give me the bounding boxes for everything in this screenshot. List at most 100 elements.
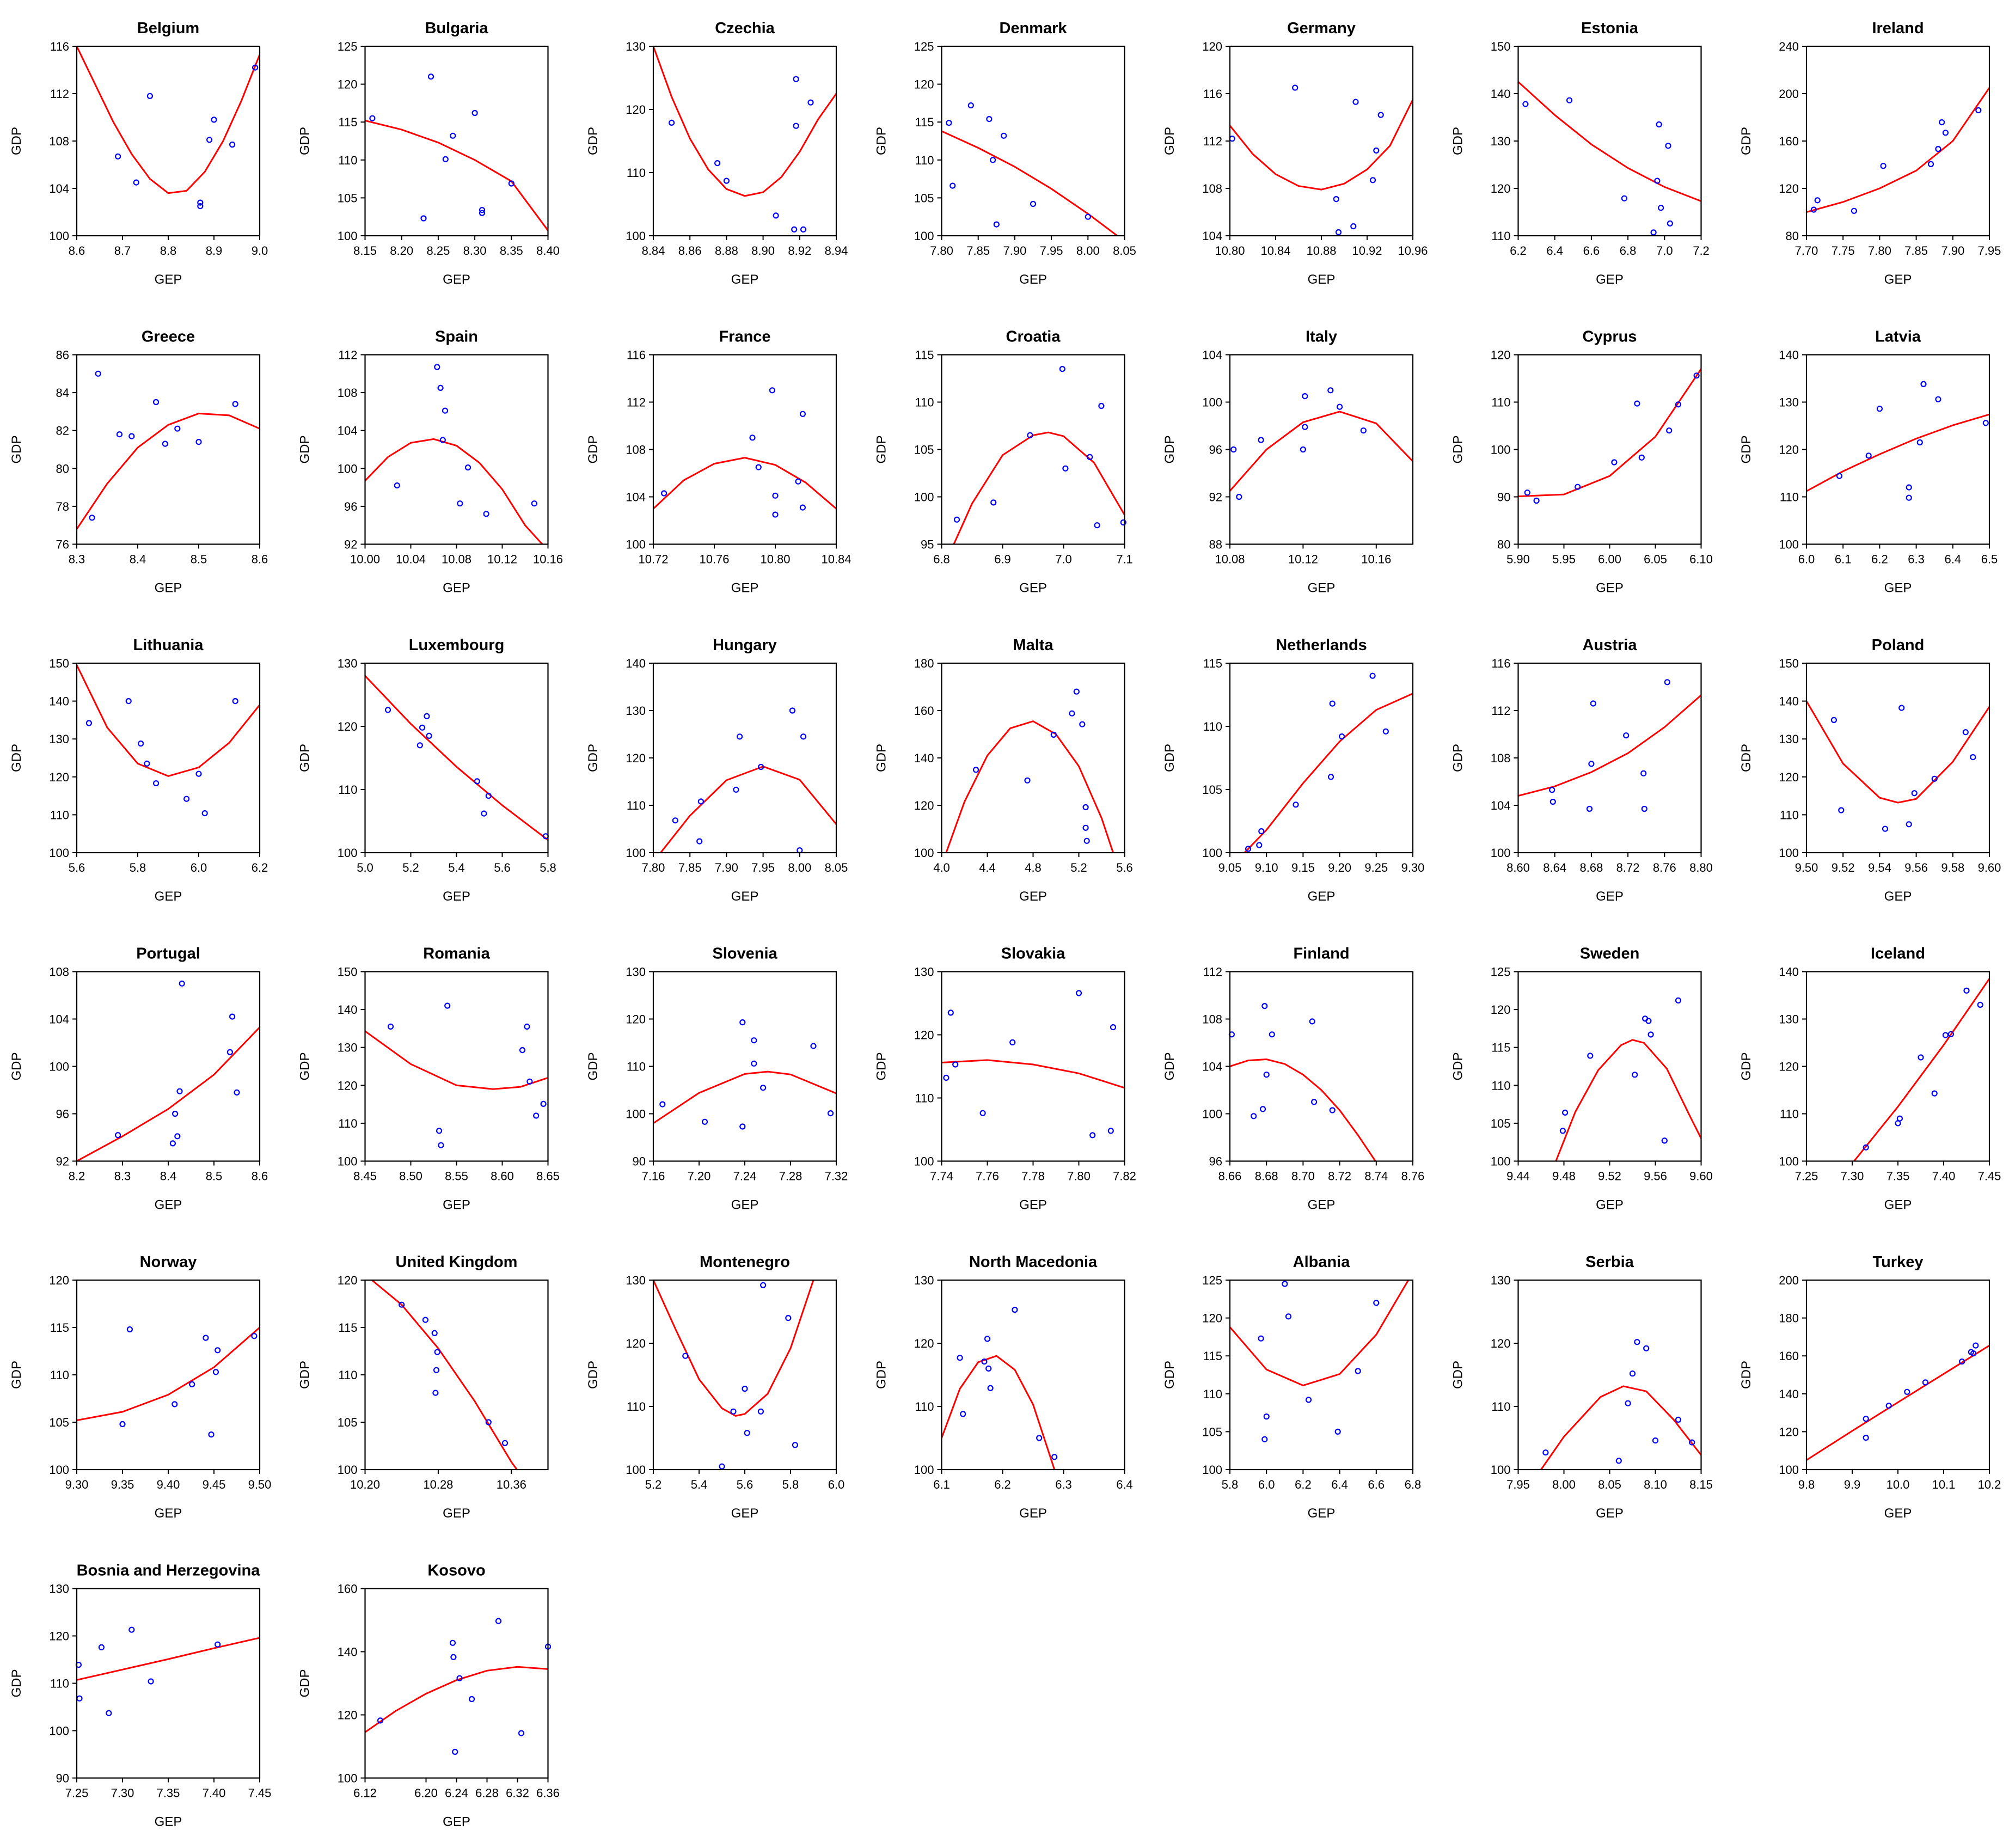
y-tick-label: 105 xyxy=(1491,1117,1511,1130)
y-tick-label: 116 xyxy=(627,348,646,362)
x-tick-label: 9.05 xyxy=(1218,861,1242,874)
data-point xyxy=(1062,465,1069,472)
data-point xyxy=(751,1060,757,1067)
data-point xyxy=(387,1023,394,1030)
data-point xyxy=(1587,1052,1594,1059)
plot-frame xyxy=(1517,971,1702,1162)
data-point xyxy=(1885,1403,1892,1409)
x-tick-label: 9.25 xyxy=(1364,861,1388,874)
panel: Austria 8.60 8.64 8.68 8.72 8.76 8.80 100 104 108… xyxy=(1451,637,1713,904)
x-tick-label: 6.4 xyxy=(1116,1478,1133,1491)
data-point xyxy=(433,1367,440,1373)
panel-title: Portugal xyxy=(136,945,200,963)
data-point xyxy=(1549,787,1555,793)
plot-frame xyxy=(1229,662,1414,854)
y-tick-label: 110 xyxy=(338,783,357,797)
data-point xyxy=(138,740,144,747)
y-tick-label: 100 xyxy=(49,229,69,243)
panel-title: Serbia xyxy=(1585,1253,1634,1271)
x-axis-label: GEP xyxy=(1596,272,1624,287)
fit-curve xyxy=(941,1355,1056,1470)
data-point xyxy=(1079,721,1086,727)
y-tick-label: 130 xyxy=(914,1274,934,1287)
data-point xyxy=(1329,1107,1336,1113)
data-point xyxy=(1588,761,1595,767)
data-point xyxy=(172,1110,179,1117)
x-tick-label: 4.0 xyxy=(933,861,950,874)
x-tick-label: 7.45 xyxy=(248,1786,272,1800)
y-axis-label: GDP xyxy=(586,1361,601,1389)
panel: Germany 10.80 10.84 10.88 10.92 10.96 104 108 11… xyxy=(1162,20,1428,287)
data-point xyxy=(1261,1002,1268,1009)
data-point xyxy=(1009,1039,1016,1046)
y-tick-label: 112 xyxy=(338,348,357,362)
y-tick-label: 100 xyxy=(338,462,358,475)
y-tick-label: 160 xyxy=(338,1582,358,1596)
x-tick-label: 7.70 xyxy=(1795,244,1818,258)
data-point xyxy=(1337,403,1343,410)
data-point xyxy=(1360,427,1367,434)
x-tick-label: 8.76 xyxy=(1401,1170,1425,1183)
data-point xyxy=(1898,705,1905,711)
panel: Cyprus 5.90 5.95 6.00 6.05 6.10 80 90 100 110 120 G… xyxy=(1451,328,1713,596)
data-point xyxy=(495,1618,502,1624)
data-point xyxy=(195,770,202,777)
x-tick-label: 6.0 xyxy=(1258,1478,1275,1491)
y-axis-label: GDP xyxy=(298,1052,313,1080)
panel-title: Austria xyxy=(1583,637,1638,654)
data-point xyxy=(229,141,236,148)
x-tick-label: 10.36 xyxy=(497,1478,526,1491)
data-point xyxy=(757,763,764,770)
y-tick-label: 120 xyxy=(914,1029,934,1042)
data-point xyxy=(1059,365,1065,372)
panel-title: Slovakia xyxy=(1001,945,1066,963)
x-axis-label: GEP xyxy=(1596,1198,1624,1213)
x-tick-label: 7.40 xyxy=(1932,1170,1956,1183)
y-tick-label: 115 xyxy=(1491,1041,1510,1055)
data-point xyxy=(659,1101,666,1107)
x-tick-label: 6.32 xyxy=(506,1786,529,1800)
data-point xyxy=(1975,107,1982,114)
y-tick-label: 105 xyxy=(338,1416,358,1429)
data-point xyxy=(169,1140,176,1147)
x-axis-label: GEP xyxy=(1019,1198,1047,1213)
x-tick-label: 6.36 xyxy=(536,1786,560,1800)
x-tick-label: 6.4 xyxy=(1546,244,1563,258)
panel: Latvia 6.0 6.1 6.2 6.3 6.4 6.5 100 110 120 130 140 G… xyxy=(1739,328,1998,596)
data-point xyxy=(1970,754,1976,761)
plot-frame xyxy=(364,45,549,237)
data-point xyxy=(144,760,150,767)
y-tick-label: 110 xyxy=(338,1117,357,1130)
y-tick-label: 100 xyxy=(338,1772,358,1785)
y-tick-label: 150 xyxy=(1779,657,1799,670)
y-tick-label: 120 xyxy=(626,1337,646,1350)
data-point xyxy=(452,1748,458,1755)
y-tick-label: 130 xyxy=(1779,732,1799,746)
x-tick-label: 4.8 xyxy=(1025,861,1042,874)
plot-frame xyxy=(1517,662,1702,854)
x-tick-label: 8.90 xyxy=(751,244,775,258)
panel-title: Belgium xyxy=(137,20,199,37)
y-tick-label: 120 xyxy=(1491,348,1511,362)
x-tick-label: 7.76 xyxy=(976,1170,999,1183)
fit-curve xyxy=(941,1059,1125,1089)
plot-frame xyxy=(76,45,261,237)
fit-curve xyxy=(365,675,548,841)
plot-frame xyxy=(652,971,837,1162)
data-point xyxy=(208,1431,215,1438)
panel-title: Poland xyxy=(1872,637,1925,654)
y-tick-label: 130 xyxy=(626,1274,646,1287)
x-tick-label: 9.8 xyxy=(1798,1478,1815,1491)
fit-curve xyxy=(653,1070,836,1124)
data-point xyxy=(791,226,798,232)
data-point xyxy=(1036,1435,1043,1441)
plot-frame xyxy=(1229,354,1414,545)
y-tick-label: 100 xyxy=(338,1155,358,1168)
plot-frame xyxy=(364,662,549,854)
data-point xyxy=(464,464,471,471)
plot-frame xyxy=(941,45,1125,237)
y-tick-label: 108 xyxy=(338,386,358,400)
x-axis-label: GEP xyxy=(731,272,759,287)
x-tick-label: 6.4 xyxy=(1945,553,1962,566)
y-tick-label: 105 xyxy=(1202,783,1222,797)
